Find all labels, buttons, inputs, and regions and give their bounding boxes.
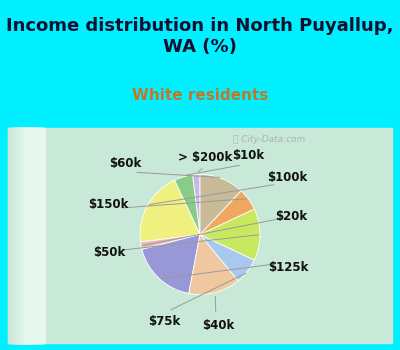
- Bar: [11, 128, 30, 343]
- Wedge shape: [189, 234, 238, 294]
- Wedge shape: [140, 180, 200, 242]
- Text: > $200k: > $200k: [178, 151, 232, 164]
- Bar: [12, 128, 31, 343]
- Wedge shape: [200, 234, 254, 281]
- Text: $40k: $40k: [202, 319, 234, 332]
- Wedge shape: [200, 209, 260, 260]
- Bar: [18, 128, 38, 343]
- Text: $75k: $75k: [148, 315, 180, 328]
- Text: $150k: $150k: [89, 198, 129, 211]
- Bar: [20, 128, 39, 343]
- Wedge shape: [200, 175, 241, 235]
- Bar: [23, 128, 42, 343]
- Bar: [15, 128, 34, 343]
- Text: $100k: $100k: [267, 171, 307, 184]
- Bar: [26, 128, 46, 343]
- Text: $50k: $50k: [93, 246, 125, 259]
- Bar: [14, 128, 33, 343]
- Text: $10k: $10k: [232, 149, 264, 162]
- Bar: [10, 128, 29, 343]
- Wedge shape: [142, 234, 200, 293]
- Bar: [13, 128, 32, 343]
- Text: ⓘ City-Data.com: ⓘ City-Data.com: [233, 135, 305, 145]
- Bar: [17, 128, 36, 343]
- Wedge shape: [174, 175, 200, 234]
- Bar: [9, 128, 28, 343]
- Wedge shape: [200, 191, 254, 234]
- Bar: [22, 128, 41, 343]
- Text: $60k: $60k: [109, 157, 141, 170]
- Bar: [16, 128, 35, 343]
- Bar: [8, 128, 392, 343]
- Bar: [25, 128, 44, 343]
- Wedge shape: [192, 175, 200, 235]
- Bar: [18, 128, 37, 343]
- Text: $125k: $125k: [269, 261, 309, 274]
- Text: $20k: $20k: [275, 210, 307, 223]
- Wedge shape: [140, 234, 200, 250]
- Text: White residents: White residents: [132, 88, 268, 103]
- Bar: [20, 128, 40, 343]
- Text: Income distribution in North Puyallup,
WA (%): Income distribution in North Puyallup, W…: [6, 18, 394, 56]
- Bar: [22, 128, 42, 343]
- Bar: [24, 128, 44, 343]
- Bar: [8, 128, 27, 343]
